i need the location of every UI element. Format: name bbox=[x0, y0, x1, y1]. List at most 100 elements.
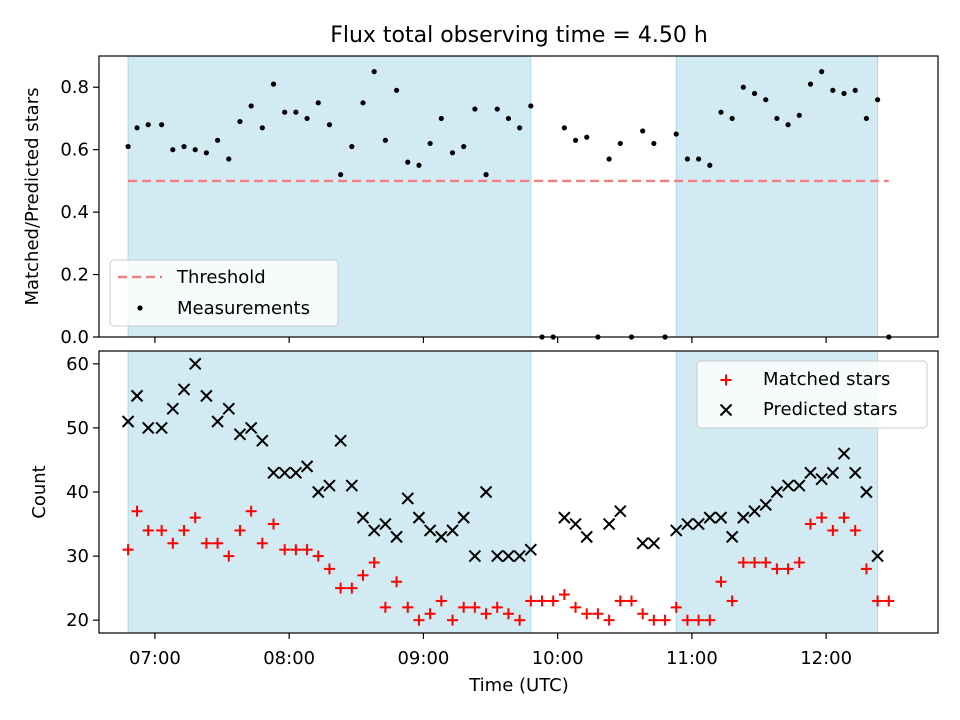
predicted-star-point bbox=[614, 505, 627, 518]
predicted-star-point-b bbox=[468, 549, 482, 563]
predicted-star-point-b bbox=[558, 511, 571, 524]
predicted-star-point-b bbox=[356, 511, 370, 524]
measurement-point bbox=[774, 115, 780, 122]
measurement-point bbox=[461, 143, 467, 150]
measurement-point bbox=[505, 115, 512, 122]
predicted-star-point bbox=[837, 447, 851, 460]
matched-star-point bbox=[189, 512, 201, 524]
matched-star-point bbox=[737, 557, 749, 568]
measurement-point bbox=[293, 109, 299, 115]
measurement-point bbox=[449, 150, 456, 156]
figure-title: Flux total observing time = 4.50 h bbox=[330, 23, 708, 48]
predicted-star-point-b bbox=[804, 466, 817, 479]
matched-star-point bbox=[234, 524, 246, 536]
matched-star-point bbox=[547, 595, 559, 607]
matched-star-point bbox=[749, 557, 761, 568]
predicted-star-point bbox=[334, 434, 347, 447]
measurement-point bbox=[338, 172, 344, 178]
measurement-point bbox=[852, 87, 858, 93]
predicted-star-point-b bbox=[423, 524, 437, 537]
y-tick-label: 40 bbox=[66, 482, 89, 503]
predicted-star-point bbox=[166, 402, 180, 415]
matched-star-point bbox=[614, 595, 626, 607]
predicted-star-point bbox=[256, 434, 269, 447]
predicted-star-point-b bbox=[569, 517, 582, 531]
predicted-star-point-b bbox=[256, 434, 269, 447]
top-legend-box bbox=[109, 259, 339, 327]
predicted-star-point-b bbox=[200, 389, 213, 403]
matched-star-point bbox=[142, 524, 154, 536]
predicted-star-point-b bbox=[435, 530, 448, 544]
predicted-star-point bbox=[345, 479, 359, 492]
matched-star-point bbox=[279, 544, 291, 556]
matched-star-point bbox=[178, 524, 190, 536]
predicted-star-point-b bbox=[793, 479, 806, 492]
matched-star-point bbox=[525, 595, 537, 607]
measurement-point bbox=[561, 125, 567, 131]
measurement-point bbox=[606, 156, 612, 162]
measurement-point bbox=[874, 97, 881, 103]
predicted-star-point-b bbox=[412, 511, 426, 524]
matched-star-point bbox=[357, 569, 369, 581]
matched-star-point bbox=[167, 537, 179, 549]
predicted-star-point bbox=[379, 517, 392, 531]
predicted-star-point-b bbox=[491, 549, 504, 563]
bottom-legend-box bbox=[696, 360, 928, 429]
y-tick-label: 0.2 bbox=[60, 265, 89, 286]
measurement-point bbox=[438, 115, 444, 122]
matched-star-point bbox=[335, 582, 347, 594]
predicted-star-point bbox=[323, 479, 336, 492]
matched-star-point bbox=[491, 601, 503, 613]
predicted-star-point bbox=[200, 389, 213, 403]
matched-star-point bbox=[760, 557, 772, 568]
measurement-point bbox=[326, 122, 333, 128]
y-tick-label: 0.4 bbox=[60, 202, 89, 223]
matched-star-point bbox=[771, 563, 783, 575]
matched-star-point bbox=[312, 550, 324, 562]
predicted-star-point-b bbox=[390, 530, 403, 544]
predicted-star-point-b bbox=[826, 466, 840, 479]
predicted-star-point bbox=[457, 511, 470, 524]
predicted-star-point bbox=[300, 460, 314, 473]
predicted-star-point-b bbox=[211, 415, 224, 428]
predicted-star-point bbox=[703, 511, 716, 524]
measurement-point bbox=[393, 87, 400, 93]
predicted-star-point bbox=[513, 549, 526, 563]
predicted-star-point bbox=[860, 485, 873, 499]
predicted-star-point bbox=[580, 530, 593, 544]
matched-star-point bbox=[368, 557, 380, 568]
shaded-interval-2 bbox=[675, 55, 879, 338]
predicted-star-point-b bbox=[323, 479, 336, 492]
predicted-star-point-b bbox=[849, 466, 862, 479]
predicted-star-point bbox=[524, 543, 538, 556]
measurement-point bbox=[863, 115, 870, 122]
matched-star-point bbox=[268, 518, 280, 530]
predicted-star-point-b bbox=[681, 517, 694, 531]
measurement-point bbox=[751, 90, 758, 97]
predicted-star-point-b bbox=[670, 524, 683, 537]
predicted-star-point-b bbox=[524, 543, 538, 556]
matched-star-point bbox=[827, 524, 839, 536]
predicted-star-point-b bbox=[714, 511, 728, 524]
legend-predicted-marker-b bbox=[719, 403, 733, 417]
measurement-point bbox=[740, 84, 746, 90]
predicted-star-point-b bbox=[860, 485, 873, 499]
matched-star-point bbox=[514, 614, 526, 626]
matched-star-point bbox=[424, 608, 436, 620]
matched-star-point bbox=[200, 537, 212, 549]
measurement-point bbox=[763, 97, 769, 103]
predicted-star-point-b bbox=[580, 530, 593, 544]
legend-matched-marker bbox=[720, 374, 732, 386]
matched-star-point bbox=[570, 601, 582, 613]
predicted-star-point bbox=[244, 421, 258, 435]
measurement-point bbox=[651, 140, 657, 147]
measurement-point bbox=[371, 69, 377, 75]
predicted-star-point bbox=[177, 383, 191, 396]
matched-star-point bbox=[715, 576, 727, 588]
predicted-star-point bbox=[435, 530, 448, 544]
predicted-star-point-b bbox=[233, 428, 247, 441]
matched-star-point bbox=[816, 512, 828, 524]
predicted-star-point-b bbox=[871, 549, 884, 563]
x-tick-label: 12:00 bbox=[800, 648, 852, 669]
measurement-point bbox=[248, 103, 254, 109]
